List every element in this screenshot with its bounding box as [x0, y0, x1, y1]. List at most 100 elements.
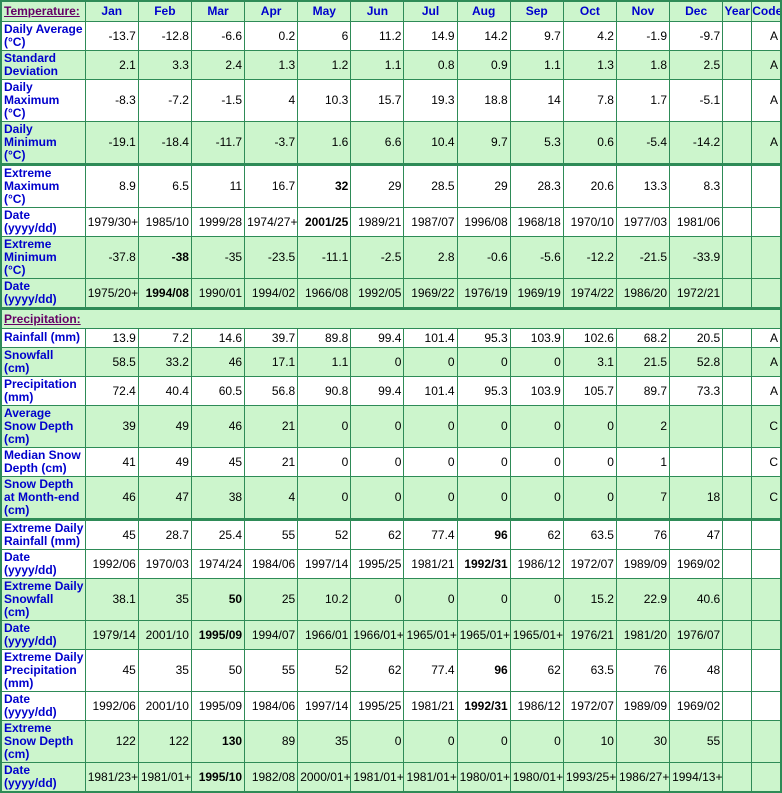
- value-cell: 7.8: [562, 78, 617, 122]
- value-cell: 40.4: [137, 375, 192, 406]
- value-cell: 2.4: [190, 49, 246, 80]
- value-cell: 1987/07: [403, 206, 458, 237]
- value-cell: 0: [403, 577, 458, 621]
- value-cell: 2.8: [403, 235, 458, 279]
- year-cell: [722, 78, 753, 122]
- temperature-section-link[interactable]: Temperature:: [0, 0, 86, 22]
- column-header-dec: Dec: [669, 0, 724, 22]
- value-cell: 17.1: [244, 346, 299, 377]
- data-row: Extreme Maximum (°C) 8.9 6.5 11 16.7 32 29 28.5…: [0, 162, 782, 208]
- precipitation-section-link[interactable]: Precipitation:: [0, 306, 782, 329]
- value-cell: 47: [137, 475, 192, 520]
- value-cell: 35: [137, 577, 192, 621]
- year-cell: [722, 648, 753, 692]
- value-cell: 18.8: [456, 78, 511, 122]
- row-label: Extreme Daily Rainfall (mm): [0, 517, 86, 550]
- value-cell: 7: [615, 475, 671, 520]
- value-cell: 0: [562, 446, 617, 477]
- value-cell: 1992/06: [84, 690, 139, 721]
- value-cell: 105.7: [562, 375, 617, 406]
- value-cell: 60.5: [190, 375, 246, 406]
- value-cell: 1986/20: [615, 277, 671, 309]
- code-cell: A: [751, 49, 782, 80]
- value-cell: 122: [137, 719, 192, 763]
- value-cell: 13.3: [615, 162, 671, 208]
- value-cell: 1994/13+: [669, 761, 724, 792]
- value-cell: 52.8: [669, 346, 724, 377]
- code-cell: A: [751, 375, 782, 406]
- value-cell: 1.3: [244, 49, 299, 80]
- value-cell: 1981/06: [669, 206, 724, 237]
- value-cell: 89.7: [615, 375, 671, 406]
- year-cell: [722, 162, 753, 208]
- value-cell: 35: [297, 719, 352, 763]
- value-cell: 6: [297, 20, 352, 51]
- row-label: Precipitation (mm): [0, 375, 86, 406]
- value-cell: 9.7: [456, 120, 511, 165]
- value-cell: -1.9: [615, 20, 671, 51]
- value-cell: 1979/14: [84, 619, 139, 650]
- value-cell: -14.2: [669, 120, 724, 165]
- year-cell: [722, 719, 753, 763]
- year-cell: [722, 49, 753, 80]
- value-cell: 1995/09: [190, 690, 246, 721]
- value-cell: 11: [190, 162, 246, 208]
- value-cell: 1965/01+: [456, 619, 511, 650]
- value-cell: 1997/14: [297, 548, 352, 579]
- value-cell: 1.7: [615, 78, 671, 122]
- value-cell: 10.3: [297, 78, 352, 122]
- data-row: Daily Maximum (°C) -8.3 -7.2 -1.5 4 10.3 15.7 1…: [0, 78, 782, 122]
- data-row: Standard Deviation 2.1 3.3 2.4 1.3 1.2 1.1 0.8 0…: [0, 49, 782, 80]
- value-cell: 0: [456, 446, 511, 477]
- year-cell: [722, 120, 753, 165]
- value-cell: 1995/25: [350, 548, 405, 579]
- value-cell: 1977/03: [615, 206, 671, 237]
- value-cell: 0: [562, 475, 617, 520]
- value-cell: 46: [84, 475, 139, 520]
- value-cell: 1976/21: [562, 619, 617, 650]
- section-header-row: Precipitation:: [0, 306, 782, 329]
- row-label: Date (yyyy/dd): [0, 619, 86, 650]
- data-row: Median Snow Depth (cm) 41 49 45 21 0 0 0 0 0 0 1 C: [0, 446, 782, 477]
- value-cell: 50: [190, 577, 246, 621]
- value-cell: 2001/10: [137, 619, 192, 650]
- value-cell: 9.7: [509, 20, 564, 51]
- year-cell: [722, 404, 753, 448]
- value-cell: 0.8: [403, 49, 458, 80]
- value-cell: -9.7: [669, 20, 724, 51]
- value-cell: 0: [509, 404, 564, 448]
- value-cell: 99.4: [350, 327, 405, 348]
- value-cell: 6.6: [350, 120, 405, 165]
- year-cell: [722, 619, 753, 650]
- value-cell: 28.7: [137, 517, 192, 550]
- value-cell: 0: [350, 719, 405, 763]
- value-cell: 102.6: [562, 327, 617, 348]
- value-cell: 0: [456, 346, 511, 377]
- year-cell: [722, 20, 753, 51]
- value-cell: 5.3: [509, 120, 564, 165]
- header-row: Temperature: Jan Feb Mar Apr May Jun Jul Aug Sep O…: [0, 0, 782, 22]
- value-cell: 1981/01+: [403, 761, 458, 792]
- value-cell: 0: [350, 404, 405, 448]
- value-cell: 56.8: [244, 375, 299, 406]
- value-cell: -19.1: [84, 120, 139, 165]
- value-cell: 1966/01+: [350, 619, 405, 650]
- column-header-jul: Jul: [403, 0, 458, 22]
- row-label: Date (yyyy/dd): [0, 690, 86, 721]
- value-cell: 1980/01+: [456, 761, 511, 792]
- column-header-apr: Apr: [244, 0, 299, 22]
- value-cell: 1994/07: [244, 619, 299, 650]
- value-cell: 95.3: [456, 327, 511, 348]
- column-header-aug: Aug: [456, 0, 511, 22]
- value-cell: 3.1: [562, 346, 617, 377]
- value-cell: 58.5: [84, 346, 139, 377]
- column-header-oct: Oct: [562, 0, 617, 22]
- value-cell: 2.5: [669, 49, 724, 80]
- value-cell: 8.3: [669, 162, 724, 208]
- value-cell: 28.3: [509, 162, 564, 208]
- value-cell: 1.6: [297, 120, 352, 165]
- value-cell: 48: [669, 648, 724, 692]
- value-cell: 1981/20: [615, 619, 671, 650]
- row-label: Extreme Daily Precipitation (mm): [0, 648, 86, 692]
